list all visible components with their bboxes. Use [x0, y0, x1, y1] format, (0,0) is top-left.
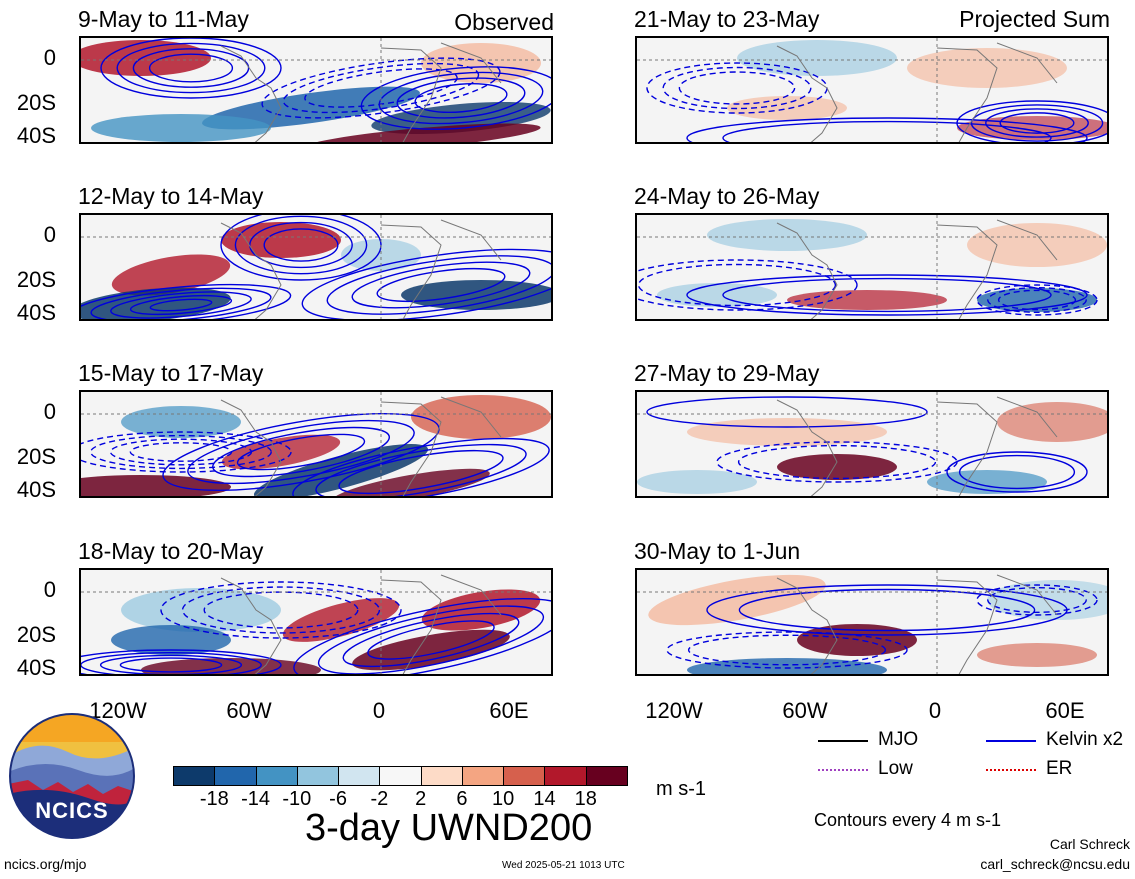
map-panel-observed-2 — [79, 213, 553, 321]
x-tick-label: 60E — [489, 698, 529, 723]
y-tick-label: 20S — [16, 90, 56, 115]
map-panel-projected-1 — [635, 36, 1109, 144]
kelvin-legend-line — [986, 740, 1036, 742]
map-panel-projected-2 — [635, 213, 1109, 321]
colorbar — [173, 766, 628, 786]
y-tick-label: 0 — [43, 577, 56, 602]
map-panel-projected-3 — [635, 390, 1109, 498]
colorbar-tick-label: 14 — [533, 788, 556, 810]
panel-title-5: 21-May to 23-May — [634, 6, 820, 32]
colorbar-tick-label: -10 — [282, 788, 312, 810]
shaded-field — [637, 570, 1107, 674]
colorbar-swatch — [255, 766, 298, 786]
logo-text: NCICS — [35, 798, 109, 823]
colorbar-tick-label: -6 — [329, 788, 347, 810]
y-tick-label: 20S — [16, 267, 56, 292]
timestamp: Wed 2025-05-21 1013 UTC — [502, 860, 625, 871]
er-legend-line — [986, 769, 1036, 771]
y-tick-label: 20S — [16, 444, 56, 469]
colorbar-swatch — [173, 766, 216, 786]
mjo-legend-label: MJO — [878, 729, 919, 750]
panel-title-4: 18-May to 20-May — [78, 538, 264, 564]
shaded-field — [81, 215, 551, 319]
panel-title-7: 27-May to 29-May — [634, 360, 820, 386]
observed-label: Observed — [454, 9, 554, 35]
colorbar-swatch — [338, 766, 381, 786]
colorbar-swatch — [461, 766, 505, 786]
shaded-field — [81, 38, 551, 142]
low-legend-label: Low — [878, 758, 913, 779]
projected-sum-label: Projected Sum — [959, 6, 1110, 32]
shaded-field — [637, 215, 1107, 319]
panel-title-8: 30-May to 1-Jun — [634, 538, 801, 564]
colorbar-swatch — [214, 766, 257, 786]
shaded-field — [637, 38, 1107, 142]
colorbar-tick-label: 10 — [492, 788, 515, 810]
map-panel-observed-4 — [79, 568, 553, 676]
x-tick-label: 60W — [226, 698, 272, 723]
panel-title-6: 24-May to 26-May — [634, 183, 820, 209]
x-tick-label: 120W — [645, 698, 703, 723]
ncics-logo: NCICS — [8, 712, 136, 840]
map-panel-observed-3 — [79, 390, 553, 498]
figure-title: 3-day UWND200 — [305, 807, 593, 849]
colorbar-swatch — [544, 766, 587, 786]
panel-title-2: 12-May to 14-May — [78, 183, 264, 209]
site-url: ncics.org/mjo — [4, 856, 87, 872]
colorbar-swatch — [503, 766, 546, 786]
y-tick-label: 40S — [16, 300, 56, 325]
colorbar-swatch — [585, 766, 628, 786]
author-name: Carl Schreck — [1049, 836, 1130, 852]
colorbar-tick-label: 6 — [456, 788, 468, 810]
map-panel-observed-1 — [79, 36, 553, 144]
units-label: m s-1 — [656, 778, 706, 800]
shaded-field — [81, 392, 551, 496]
contour-note: Contours every 4 m s-1 — [814, 810, 1002, 830]
colorbar-tick-label: 2 — [415, 788, 427, 810]
y-tick-label: 0 — [43, 222, 56, 247]
shaded-field — [637, 392, 1107, 496]
colorbar-swatch — [420, 766, 463, 786]
y-tick-label: 40S — [16, 655, 56, 680]
map-panel-projected-4 — [635, 568, 1109, 676]
colorbar-tick-label: -2 — [370, 788, 389, 810]
y-tick-label: 20S — [16, 622, 56, 647]
panel-title-1: 9-May to 11-May — [78, 6, 249, 32]
y-tick-label: 40S — [16, 477, 56, 502]
mjo-legend-line — [818, 740, 868, 742]
x-tick-label: 60E — [1045, 698, 1085, 723]
kelvin-legend-label: Kelvin x2 — [1046, 729, 1124, 750]
colorbar-tick-label: -18 — [199, 788, 229, 810]
x-tick-label: 0 — [372, 698, 386, 723]
colorbar-tick-label: -14 — [241, 788, 270, 810]
y-tick-label: 0 — [43, 45, 56, 70]
low-legend-line — [818, 769, 868, 771]
author-email: carl_schreck@ncsu.edu — [980, 856, 1130, 872]
x-tick-label: 0 — [928, 698, 942, 723]
panel-title-3: 15-May to 17-May — [78, 360, 264, 386]
y-tick-label: 40S — [16, 123, 56, 148]
y-tick-label: 0 — [43, 399, 56, 424]
colorbar-swatch — [379, 766, 422, 786]
er-legend-label: ER — [1046, 758, 1073, 779]
colorbar-swatch — [296, 766, 340, 786]
colorbar-tick-label: 18 — [574, 788, 597, 810]
shaded-field — [81, 570, 551, 674]
x-tick-label: 120W — [89, 698, 147, 723]
x-tick-label: 60W — [782, 698, 828, 723]
